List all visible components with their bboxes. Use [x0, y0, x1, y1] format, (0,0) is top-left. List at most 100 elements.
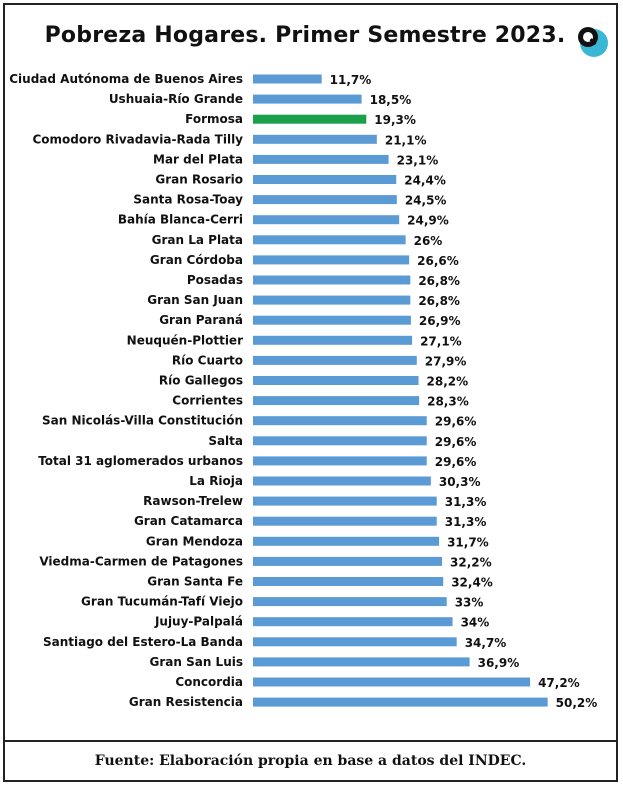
category-label: Ushuaia-Río Grande: [109, 92, 243, 106]
category-label: Posadas: [187, 273, 243, 287]
data-label: 28,2%: [427, 375, 469, 389]
bar-highlight: [253, 114, 367, 124]
bar: [253, 637, 457, 647]
bar: [253, 556, 443, 566]
category-label: Salta: [208, 434, 243, 448]
data-label: 34%: [461, 616, 490, 630]
data-label: 32,4%: [451, 576, 493, 590]
data-label: 33%: [455, 596, 484, 610]
data-label: 31,3%: [445, 515, 487, 529]
data-label: 29,6%: [435, 435, 477, 449]
category-label: Gran Resistencia: [129, 695, 243, 709]
data-label: 18,5%: [370, 93, 412, 107]
category-label: Santiago del Estero-La Banda: [43, 635, 243, 649]
category-label: Mar del Plata: [153, 152, 243, 166]
category-label: Río Gallegos: [159, 374, 243, 388]
data-label: 31,7%: [447, 535, 489, 549]
category-label: Santa Rosa-Toay: [133, 193, 243, 207]
category-label: La Rioja: [189, 474, 243, 488]
bar: [253, 74, 322, 84]
bar: [253, 536, 440, 546]
bar: [253, 416, 427, 426]
data-label: 21,1%: [385, 133, 427, 147]
data-label: 26,8%: [418, 294, 460, 308]
bar: [253, 376, 419, 385]
category-label: San Nicolás-Villa Constitución: [42, 414, 243, 428]
bar: [253, 697, 548, 707]
bar-chart: Ciudad Autónoma de Buenos Aires 11,7% Ushu…: [9, 72, 598, 710]
bar: [253, 275, 411, 285]
data-label: 50,2%: [556, 696, 598, 710]
bar: [253, 476, 431, 486]
category-label: Ciudad Autónoma de Buenos Aires: [9, 72, 243, 86]
data-label: 24,5%: [405, 194, 447, 208]
category-label: Viedma-Carmen de Patagones: [39, 554, 243, 568]
bar: [253, 677, 531, 687]
data-label: 32,2%: [450, 555, 492, 569]
data-label: 27,9%: [425, 354, 467, 368]
bar: [253, 154, 389, 164]
q-search-logo-icon: [578, 27, 608, 57]
bar: [253, 315, 411, 325]
category-label: Jujuy-Palpalá: [154, 615, 243, 629]
bar: [253, 235, 406, 245]
data-label: 26%: [414, 234, 443, 248]
bar: [253, 496, 437, 506]
category-label: Gran Paraná: [159, 313, 243, 327]
bar: [253, 597, 447, 607]
bar: [253, 215, 400, 225]
category-label: Rawson-Trelew: [143, 494, 243, 508]
category-label: Concordia: [175, 675, 243, 689]
data-label: 30,3%: [439, 475, 481, 489]
category-label: Gran La Plata: [152, 233, 243, 247]
category-label: Formosa: [185, 112, 243, 126]
bar: [253, 577, 444, 586]
data-label: 23,1%: [397, 153, 439, 167]
data-label: 31,3%: [445, 495, 487, 509]
data-label: 26,6%: [417, 254, 459, 268]
bar: [253, 94, 362, 104]
data-label: 24,9%: [407, 214, 449, 228]
category-label: Gran Santa Fe: [147, 575, 243, 589]
category-label: Comodoro Rivadavia-Rada Tilly: [33, 132, 244, 146]
category-label: Gran Catamarca: [134, 514, 243, 528]
bar: [253, 657, 470, 667]
source-note: Fuente: Elaboración propia en base a dat…: [94, 753, 527, 769]
bar: [253, 516, 437, 526]
data-label: 47,2%: [538, 676, 580, 690]
category-label: Río Cuarto: [172, 353, 243, 367]
category-label: Gran San Juan: [147, 293, 243, 307]
data-label: 26,9%: [419, 314, 461, 328]
bar: [253, 195, 397, 205]
bar: [253, 255, 410, 265]
category-label: Corrientes: [172, 394, 243, 408]
category-label: Gran Córdoba: [150, 253, 243, 267]
chart-title: Pobreza Hogares. Primer Semestre 2023.: [44, 23, 566, 48]
bar: [253, 355, 417, 365]
bar: [253, 396, 420, 406]
data-label: 11,7%: [330, 73, 372, 87]
category-label: Gran Rosario: [155, 173, 243, 187]
data-label: 26,8%: [418, 274, 460, 288]
footer-divider: [5, 740, 616, 742]
chart-frame: Pobreza Hogares. Primer Semestre 2023. C…: [3, 3, 618, 782]
bar: [253, 456, 427, 466]
data-label: 29,6%: [435, 415, 477, 429]
category-label: Gran Mendoza: [146, 534, 243, 548]
data-label: 24,4%: [404, 174, 446, 188]
category-label: Total 31 aglomerados urbanos: [38, 454, 243, 468]
data-label: 29,6%: [435, 455, 477, 469]
category-label: Bahía Blanca-Cerri: [118, 213, 243, 227]
bar: [253, 617, 453, 627]
bar: [253, 335, 413, 345]
category-label: Gran Tucumán-Tafí Viejo: [81, 595, 243, 609]
bar: [253, 436, 427, 446]
data-label: 19,3%: [374, 113, 416, 127]
bar: [253, 175, 397, 184]
data-label: 36,9%: [478, 656, 520, 670]
bar: [253, 295, 411, 305]
category-label: Neuquén-Plottier: [127, 333, 243, 347]
data-label: 28,3%: [427, 395, 469, 409]
category-label: Gran San Luis: [150, 655, 244, 669]
bar: [253, 134, 377, 144]
